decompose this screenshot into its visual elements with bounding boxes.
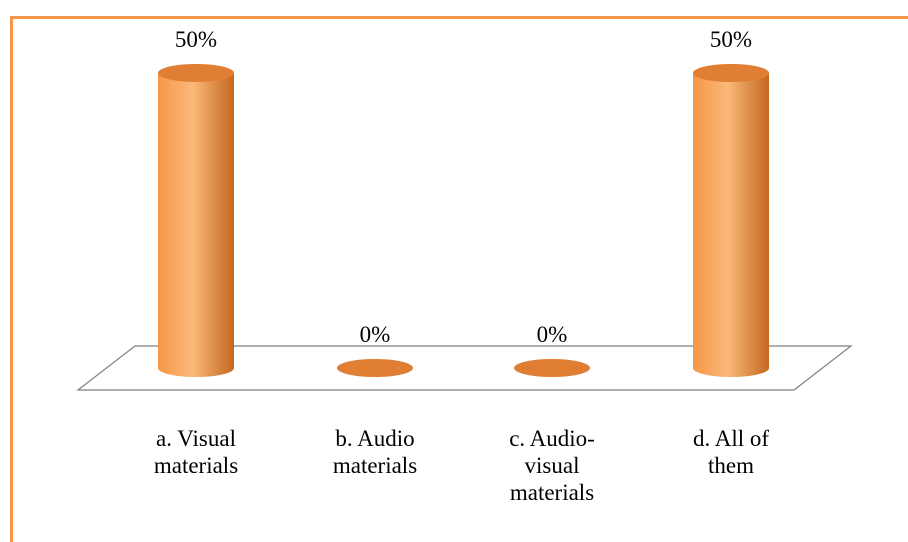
bar-4 — [693, 64, 769, 377]
data-label-3: 0% — [537, 322, 568, 347]
category-label-2: b. Audio materials — [333, 426, 417, 478]
data-label-1: 50% — [175, 27, 217, 52]
category-label-1: a. Visual materials — [154, 426, 238, 478]
bar-2 — [337, 359, 413, 377]
bar-top-4 — [693, 64, 769, 82]
data-label-4: 50% — [710, 27, 752, 52]
bar-1 — [158, 64, 234, 377]
bar-body-4 — [693, 73, 769, 377]
bar-top-2 — [337, 359, 413, 377]
bar-top-3 — [514, 359, 590, 377]
chart-frame — [10, 16, 908, 542]
bar-body-1 — [158, 73, 234, 377]
bar-3 — [514, 359, 590, 377]
data-label-2: 0% — [360, 322, 391, 347]
category-label-4: d. All of them — [693, 426, 769, 478]
category-label-3: c. Audio-visual materials — [509, 426, 595, 505]
bar-top-1 — [158, 64, 234, 82]
chart-floor — [76, 345, 853, 391]
